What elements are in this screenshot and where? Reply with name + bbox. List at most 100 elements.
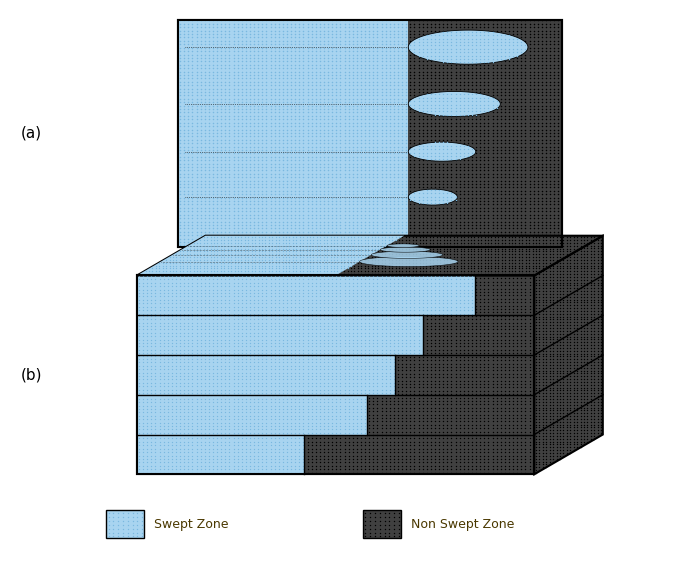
Point [343,139,354,148]
Point [558,380,569,389]
Point [532,94,543,103]
Point [339,396,350,406]
Point [347,156,358,165]
Point [540,26,551,35]
Point [512,67,523,76]
Point [298,270,309,279]
Point [466,91,477,100]
Point [393,115,403,124]
Point [240,393,251,402]
Point [364,306,375,315]
Point [199,224,210,233]
Point [273,156,284,165]
Point [257,26,268,35]
Point [187,231,198,240]
Point [434,295,445,304]
Point [553,197,564,206]
Point [166,275,177,284]
Point [499,383,510,392]
Point [356,292,366,301]
Point [388,77,399,86]
Point [421,315,432,324]
Point [228,173,239,182]
Point [158,264,169,273]
Point [306,200,317,209]
Point [187,299,198,308]
Point [390,264,401,273]
Point [458,285,469,294]
Point [397,441,408,450]
Point [208,311,219,320]
Point [257,309,268,318]
Point [319,404,329,414]
Point [175,281,186,290]
Point [261,339,272,348]
Point [528,60,539,69]
Point [138,404,149,414]
Point [347,224,358,233]
Point [240,318,251,327]
Point [314,417,325,426]
Point [261,234,272,243]
Point [179,328,190,337]
Point [388,91,399,100]
Point [224,122,235,131]
Point [216,274,227,283]
Point [384,396,395,406]
Point [339,418,350,427]
Point [327,431,338,440]
Point [384,275,395,284]
Point [393,227,403,236]
Point [257,375,268,384]
Point [335,302,346,311]
Point [558,298,569,307]
Point [249,349,260,358]
Point [578,432,589,441]
Point [261,393,272,402]
Point [228,156,239,165]
Point [134,362,145,371]
Point [253,125,264,134]
Point [397,234,408,243]
Point [508,231,519,240]
Point [195,351,206,360]
Point [226,250,237,259]
Point [271,252,282,261]
Point [203,64,214,73]
Point [339,237,350,247]
Point [175,111,186,120]
Point [319,64,329,73]
Point [273,162,284,172]
Point [397,179,408,189]
Point [524,468,535,477]
Point [319,50,329,59]
Point [397,318,408,327]
Point [158,431,169,440]
Point [442,40,453,49]
Point [450,47,461,56]
Point [413,107,424,116]
Point [372,214,383,223]
Point [265,335,276,344]
Point [249,173,260,182]
Point [544,275,555,284]
Point [298,379,309,389]
Point [405,26,416,35]
Point [530,300,541,310]
Point [528,396,539,406]
Point [286,234,297,243]
Point [228,224,239,233]
Point [454,125,465,134]
Point [306,30,317,39]
Point [397,247,408,256]
Point [298,369,309,378]
Point [544,329,555,338]
Point [274,250,285,259]
Point [429,34,440,43]
Point [347,369,358,378]
Point [339,74,350,83]
Point [323,444,334,453]
Point [142,454,153,463]
Point [508,383,519,392]
Point [466,84,477,93]
